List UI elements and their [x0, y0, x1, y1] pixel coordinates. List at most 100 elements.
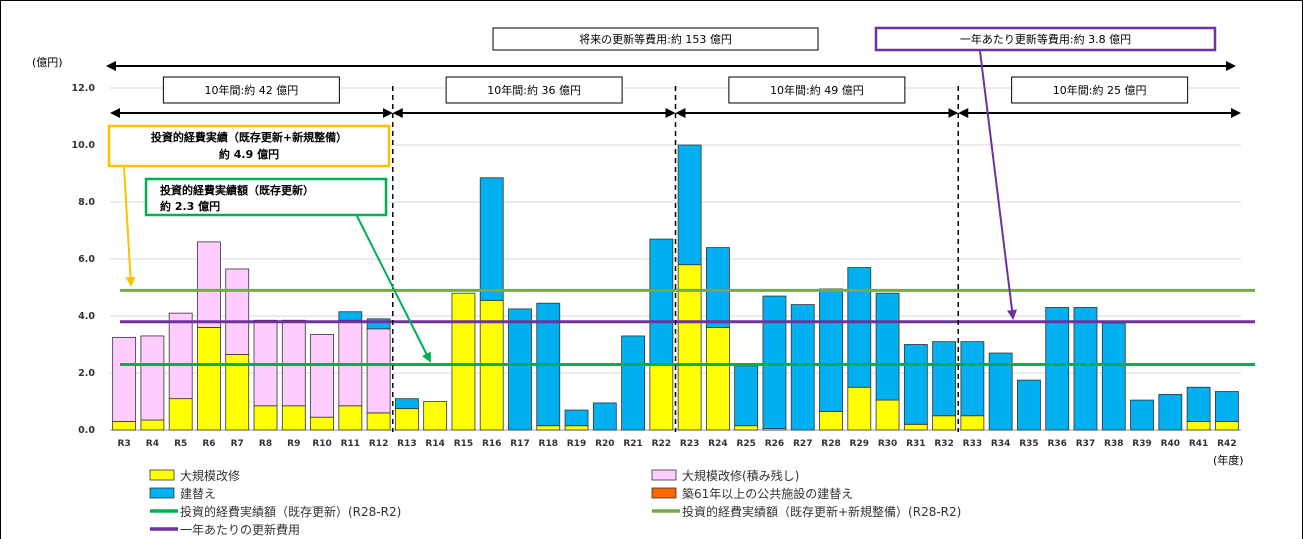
- y-tick-label: 2.0: [78, 368, 95, 379]
- x-tick-label: R15: [454, 439, 473, 449]
- bar-segment: [1101, 322, 1126, 431]
- annotation-total-line2: 約 4.9 億円: [219, 147, 279, 161]
- x-tick-label: R11: [341, 439, 360, 449]
- annotation-existing-line2: 約 2.3 億円: [160, 199, 220, 213]
- period-label: 10年間:約 49 億円: [770, 83, 864, 97]
- x-tick-label: R7: [231, 439, 244, 449]
- bar-segment: [790, 304, 815, 431]
- bar-segment: [847, 386, 872, 431]
- bar-segment: [451, 292, 476, 431]
- bar-segment: [508, 308, 532, 431]
- period-label-box: [162, 76, 340, 104]
- x-tick-label: R20: [595, 439, 614, 449]
- legend-label: 大規模改修(積み残し): [682, 468, 799, 483]
- x-tick-label: R31: [906, 439, 925, 449]
- bar-segment: [1186, 386, 1211, 422]
- x-tick-label: R12: [369, 439, 388, 449]
- legend-swatch: [651, 469, 677, 481]
- annotation-total-line1: 投資的経費実績（既存更新+新規整備）: [151, 130, 347, 144]
- y-tick-label: 0.0: [78, 425, 95, 436]
- bar-segment: [1186, 421, 1211, 431]
- bar-segment: [168, 398, 193, 431]
- x-tick-label: R40: [1161, 439, 1180, 449]
- legend-label: 一年あたりの更新費用: [180, 522, 300, 537]
- x-tick-label: R34: [991, 439, 1010, 449]
- bar-segment: [960, 415, 985, 431]
- legend-swatch: [149, 487, 175, 499]
- bar-segment: [564, 425, 589, 431]
- bar-segment: [1130, 399, 1154, 431]
- x-tick-label: R3: [118, 439, 131, 449]
- x-tick-label: R39: [1132, 439, 1151, 449]
- bar-segment: [197, 241, 221, 328]
- x-tick-label: R21: [623, 439, 642, 449]
- period-label: 10年間:約 42 億円: [205, 83, 299, 97]
- x-tick-label: R35: [1019, 439, 1038, 449]
- y-tick-label: 10.0: [72, 140, 96, 151]
- bar-segment: [140, 419, 165, 431]
- bar-segment: [621, 335, 645, 431]
- x-tick-label: R10: [312, 439, 331, 449]
- legend-label: 投資的経費実績額（既存更新+新規整備）(R28-R2): [682, 504, 961, 519]
- total-label: 将来の更新等費用:約 153 億円: [579, 32, 732, 46]
- x-tick-label: R5: [174, 439, 187, 449]
- annotation-total-box: [107, 124, 391, 168]
- x-tick-label: R29: [850, 439, 869, 449]
- bars: [112, 144, 1239, 431]
- x-tick-label: R37: [1076, 439, 1095, 449]
- bar-segment: [1214, 421, 1239, 431]
- bar-segment: [338, 405, 363, 431]
- bar-segment: [1017, 379, 1041, 431]
- bar-segment: [140, 335, 165, 421]
- annual-label-arrow: [979, 50, 1017, 320]
- legend-swatch: [149, 469, 175, 481]
- legend-label: 投資的経費実績額（既存更新）(R28-R2): [180, 504, 401, 519]
- x-tick-label: R38: [1104, 439, 1123, 449]
- total-label-box: [492, 27, 819, 51]
- bar-segment: [1045, 307, 1070, 431]
- x-tick-label: R36: [1047, 439, 1066, 449]
- bar-segment: [338, 311, 363, 321]
- x-tick-label: R13: [397, 439, 416, 449]
- bar-segment: [479, 177, 504, 301]
- x-tick-label: R23: [680, 439, 699, 449]
- period-label-box: [1011, 76, 1189, 104]
- bar-segment: [960, 341, 985, 417]
- bar-segment: [875, 399, 900, 431]
- x-tick-label: R14: [425, 439, 444, 449]
- legend-label: 大規模改修: [180, 468, 240, 483]
- bar-segment: [1214, 391, 1239, 422]
- bar-segment: [734, 425, 759, 431]
- annual-label-box: [874, 26, 1217, 52]
- bar-segment: [1073, 307, 1098, 431]
- reference-lines: [120, 288, 1255, 366]
- bar-segment: [112, 336, 137, 422]
- bar-segment: [903, 423, 928, 431]
- bar-segment: [932, 415, 957, 431]
- x-tick-label: R9: [287, 439, 300, 449]
- bar-segment: [932, 341, 957, 417]
- x-axis-ticks: R3 R4 R5 R6 R7 R8 R9 R10 R11 R12 R13 R14 R15 R16 R17 R1…: [118, 439, 1237, 449]
- y-tick-label: 6.0: [78, 254, 95, 265]
- y-axis-ticks: 0.0 2.0 4.0 6.0 8.0 10.0 12.0: [72, 83, 96, 436]
- bar-segment: [253, 405, 278, 431]
- bar-segment: [168, 312, 193, 400]
- bar-segment: [1158, 393, 1183, 431]
- bar-segment: [677, 144, 702, 266]
- annual-label: 一年あたり更新等費用:約 3.8 億円: [960, 32, 1131, 46]
- bar-segment: [536, 425, 561, 431]
- bar-segment: [281, 405, 306, 431]
- bar-segment: [366, 412, 391, 431]
- x-tick-label: R16: [482, 439, 501, 449]
- bar-segment: [394, 398, 419, 410]
- bar-segment: [819, 288, 843, 412]
- bar-segment: [112, 421, 137, 431]
- bar-segment: [564, 409, 589, 427]
- period-label: 10年間:約 25 億円: [1053, 83, 1147, 97]
- bar-segment: [762, 295, 787, 429]
- bar-segment: [649, 364, 674, 431]
- x-tick-label: R30: [878, 439, 897, 449]
- x-axis-label: (年度): [1213, 453, 1244, 467]
- x-tick-label: R24: [708, 439, 727, 449]
